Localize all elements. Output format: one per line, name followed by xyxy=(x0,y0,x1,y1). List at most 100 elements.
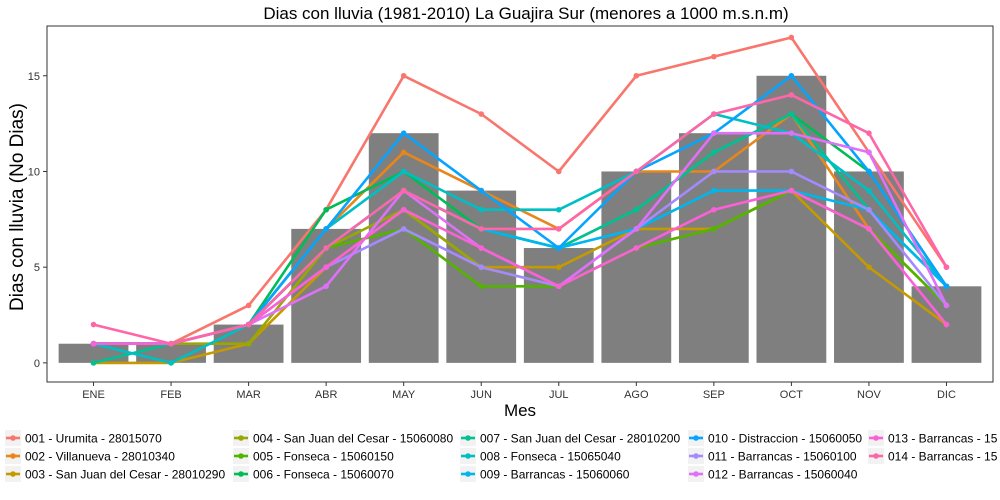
series-point-14-jun xyxy=(478,226,485,232)
legend-item-9: 009 - Barrancas - 15060060 xyxy=(460,466,630,482)
series-lines-layer xyxy=(90,34,950,366)
x-tick-label-ago: AGO xyxy=(624,389,649,401)
series-point-4-mar xyxy=(245,340,252,347)
legend-key-point xyxy=(238,453,244,459)
series-point-3-jul xyxy=(555,264,562,270)
legend-key-point xyxy=(693,471,699,477)
series-point-14-ago xyxy=(633,168,640,175)
legend-item-4: 004 - San Juan del Cesar - 15060080 xyxy=(233,430,453,446)
series-point-1-may xyxy=(400,72,407,79)
series-point-10-oct xyxy=(788,72,795,79)
legend-item-2: 002 - Villanueva - 28010340 xyxy=(5,448,175,464)
series-point-11-oct xyxy=(788,168,795,175)
series-point-13-may xyxy=(400,206,407,213)
legend-label: 005 - Fonseca - 15060150 xyxy=(253,450,394,464)
y-tick-label: 0 xyxy=(34,358,40,370)
series-point-7-sep xyxy=(711,149,717,156)
legend-key-point xyxy=(10,471,16,477)
legend: 001 - Urumita - 28015070 002 - Villanueva… xyxy=(5,430,998,482)
series-point-14-may xyxy=(400,187,407,194)
series-line-1 xyxy=(93,36,948,346)
series-line-14 xyxy=(93,93,948,346)
legend-key-point xyxy=(873,453,879,459)
legend-item-1: 001 - Urumita - 28015070 xyxy=(5,430,162,446)
x-axis-title: Mes xyxy=(504,401,536,420)
series-point-8-nov xyxy=(866,187,872,194)
series-point-13-ene xyxy=(90,340,97,347)
y-tick-label: 10 xyxy=(28,166,40,178)
legend-label: 007 - San Juan del Cesar - 28010200 xyxy=(480,432,680,446)
legend-label: 008 - Fonseca - 15065040 xyxy=(480,450,621,464)
series-point-11-sep xyxy=(711,168,717,175)
legend-key-point xyxy=(10,453,16,459)
x-tick-label-mar: MAR xyxy=(236,389,261,401)
legend-label: 014 - Barrancas - 15 xyxy=(888,450,998,464)
series-point-1-sep xyxy=(711,53,717,60)
legend-key-point xyxy=(873,435,879,441)
series-point-7-ago xyxy=(633,206,640,213)
legend-item-14: 014 - Barrancas - 15 xyxy=(868,448,998,464)
legend-item-6: 006 - Fonseca - 15060070 xyxy=(233,466,394,482)
series-point-10-may xyxy=(400,130,407,136)
series-point-13-dic xyxy=(943,321,950,328)
series-point-13-jul xyxy=(555,283,562,290)
legend-item-8: 008 - Fonseca - 15065040 xyxy=(460,448,621,464)
bar-ago xyxy=(601,171,672,363)
legend-key-point xyxy=(465,435,471,441)
series-point-8-jun xyxy=(478,206,485,213)
series-line-8 xyxy=(93,112,948,365)
legend-item-13: 013 - Barrancas - 15 xyxy=(868,430,998,446)
series-point-1-jun xyxy=(478,111,485,117)
series-point-7-ene xyxy=(90,360,97,366)
legend-label: 012 - Barrancas - 15060040 xyxy=(708,468,858,482)
x-tick-label-abr: ABR xyxy=(315,389,338,401)
bar-jun xyxy=(446,190,517,363)
series-point-9-sep xyxy=(711,187,717,194)
x-tick-label-jun: JUN xyxy=(471,389,492,401)
series-point-10-nov xyxy=(866,168,872,175)
legend-item-12: 012 - Barrancas - 15060040 xyxy=(688,466,858,482)
bar-sep xyxy=(678,133,749,363)
x-tick-label-oct: OCT xyxy=(780,389,804,401)
legend-label: 001 - Urumita - 28015070 xyxy=(25,432,162,446)
series-point-8-may xyxy=(400,168,407,175)
legend-key-point xyxy=(465,453,471,459)
series-point-12-abr xyxy=(323,283,329,290)
series-point-14-nov xyxy=(866,130,872,136)
series-point-13-nov xyxy=(866,226,872,232)
legend-key-point xyxy=(693,435,699,441)
series-point-10-jul xyxy=(555,245,562,251)
legend-label: 003 - San Juan del Cesar - 28010290 xyxy=(25,468,225,482)
series-point-11-nov xyxy=(866,206,872,213)
series-point-8-jul xyxy=(555,206,562,213)
series-point-14-sep xyxy=(711,111,717,117)
legend-item-5: 005 - Fonseca - 15060150 xyxy=(233,448,394,464)
legend-key-point xyxy=(10,435,16,441)
series-point-13-ago xyxy=(633,245,640,251)
x-tick-label-dic: DIC xyxy=(937,389,956,401)
legend-key-point xyxy=(465,471,471,477)
series-point-6-abr xyxy=(323,206,329,213)
series-point-12-sep xyxy=(711,130,717,136)
y-tick-label: 15 xyxy=(28,71,40,83)
series-point-12-nov xyxy=(866,149,872,156)
legend-key-point xyxy=(238,435,244,441)
series-point-5-sep xyxy=(711,226,717,232)
series-point-8-feb xyxy=(168,360,174,366)
series-point-1-oct xyxy=(788,34,795,41)
series-point-14-ene xyxy=(90,321,97,328)
x-tick-label-ene: ENE xyxy=(82,389,105,401)
x-tick-label-nov: NOV xyxy=(857,389,882,401)
series-point-1-jul xyxy=(555,168,562,175)
legend-label: 004 - San Juan del Cesar - 15060080 xyxy=(253,432,453,446)
series-point-13-oct xyxy=(788,187,795,194)
y-axis: 0 5 10 15 xyxy=(28,71,47,370)
x-tick-label-jul: JUL xyxy=(549,389,569,401)
legend-key-point xyxy=(238,471,244,477)
series-point-7-oct xyxy=(788,111,795,117)
plot-border xyxy=(46,25,994,383)
series-point-12-oct xyxy=(788,130,795,136)
y-tick-label: 5 xyxy=(34,262,40,274)
legend-item-11: 011 - Barrancas - 15060100 xyxy=(688,448,857,464)
